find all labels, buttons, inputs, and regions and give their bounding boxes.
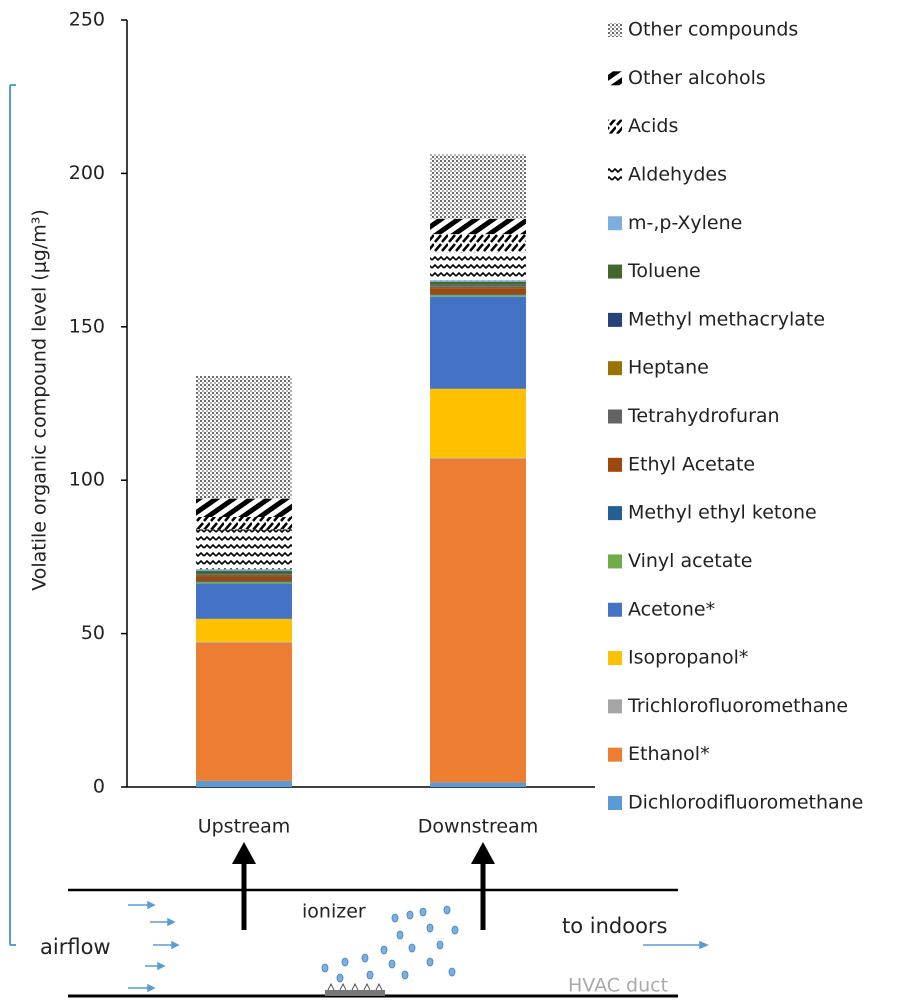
bar-segment — [430, 294, 526, 296]
diagram: ionizer airflow to indoors HVAC duct — [40, 842, 709, 998]
y-tick-label: 100 — [69, 469, 105, 491]
legend-swatch — [608, 264, 622, 279]
arrow — [232, 842, 256, 864]
legend-label: Dichlorodifluoromethane — [628, 792, 863, 814]
bar-segment — [196, 574, 292, 576]
legend-label: Toluene — [627, 260, 701, 282]
ionizer-device — [327, 982, 383, 991]
legend-swatch — [608, 361, 622, 376]
diagram-label: airflow — [40, 935, 111, 959]
bar-segment — [430, 458, 526, 783]
ionizer-device — [325, 990, 385, 996]
y-tick-label: 0 — [93, 776, 105, 798]
bar-segment — [196, 498, 292, 518]
legend-swatch — [608, 216, 622, 231]
bar-segment — [196, 582, 292, 584]
bar-segment — [430, 252, 526, 281]
bar-segment — [196, 581, 292, 583]
legend-label: Aldehydes — [628, 163, 727, 185]
legend-swatch — [608, 699, 622, 714]
legend-label: Methyl methacrylate — [628, 308, 825, 330]
bar-segment — [430, 288, 526, 295]
legend-label: Other compounds — [628, 19, 798, 41]
legend-label: Acids — [628, 115, 678, 137]
y-tick-label: 150 — [69, 315, 105, 337]
legend-swatch — [608, 23, 622, 37]
diagram-label: ionizer — [302, 901, 366, 923]
bar-segment — [430, 296, 526, 389]
bar-segment — [430, 285, 526, 287]
bar-segment — [196, 642, 292, 781]
bar-segment — [196, 569, 292, 571]
legend-swatch — [608, 409, 622, 424]
bar-segment — [196, 529, 292, 570]
bar-segment — [430, 218, 526, 235]
legend-label: Isopropanol* — [628, 647, 748, 669]
bar-segment — [430, 295, 526, 297]
legend-label: Ethyl Acetate — [628, 453, 755, 475]
bar-segment — [430, 154, 526, 219]
legend-swatch — [608, 312, 622, 327]
legend-swatch — [608, 71, 622, 86]
legend-label: Tetrahydrofuran — [627, 405, 780, 427]
y-axis-label: Volatile organic compound level (μg/m³) — [29, 209, 51, 591]
legend-swatch — [608, 119, 622, 134]
legend-label: Acetone* — [628, 598, 715, 620]
legend-label: Heptane — [628, 357, 709, 379]
bar-segment — [196, 375, 292, 499]
bar-segment — [196, 570, 292, 574]
airflow-arrows — [128, 900, 709, 993]
legend-swatch — [608, 506, 622, 521]
legend-label: Methyl ethyl ketone — [628, 502, 817, 524]
bar-segment — [430, 286, 526, 289]
bar-segment — [196, 583, 292, 619]
x-tick-label: Upstream — [198, 816, 291, 838]
legend-swatch — [608, 651, 622, 666]
bar-segment — [196, 575, 292, 577]
diagram-label: HVAC duct — [568, 975, 668, 997]
legend-swatch — [608, 457, 622, 472]
y-tick-label: 250 — [69, 9, 105, 31]
bar-segment — [196, 780, 292, 787]
bar-segment — [430, 280, 526, 282]
bar-segment — [430, 782, 526, 787]
x-tick-label: Downstream — [418, 816, 538, 838]
legend-label: Other alcohols — [628, 67, 766, 89]
legend-label: Trichlorofluoromethane — [627, 695, 848, 717]
bar-segment — [430, 234, 526, 253]
bar-segment — [196, 573, 292, 575]
diagram-label: to indoors — [562, 914, 668, 938]
bar-segment — [430, 388, 526, 458]
legend-label: Ethanol* — [628, 743, 710, 765]
bar-segment — [196, 618, 292, 642]
legend-label: m-,p-Xylene — [628, 212, 742, 234]
legend-swatch — [608, 167, 622, 182]
ions — [321, 905, 459, 983]
bar-segment — [196, 641, 292, 643]
y-tick-label: 200 — [69, 162, 105, 184]
bar-segment — [196, 576, 292, 582]
legend-swatch — [608, 602, 622, 617]
bar-segment — [196, 517, 292, 530]
bar-segment — [430, 281, 526, 285]
legend-swatch — [608, 796, 622, 810]
legend-label: Vinyl acetate — [628, 550, 752, 572]
bar-segment — [430, 457, 526, 459]
legend-swatch — [608, 554, 622, 569]
bar-segment — [430, 284, 526, 286]
legend-swatch — [608, 747, 622, 762]
legend: Dichlorodifluoromethane Ethanol* Trichloro… — [608, 19, 863, 814]
arrow — [471, 842, 495, 864]
y-tick-label: 50 — [81, 622, 105, 644]
